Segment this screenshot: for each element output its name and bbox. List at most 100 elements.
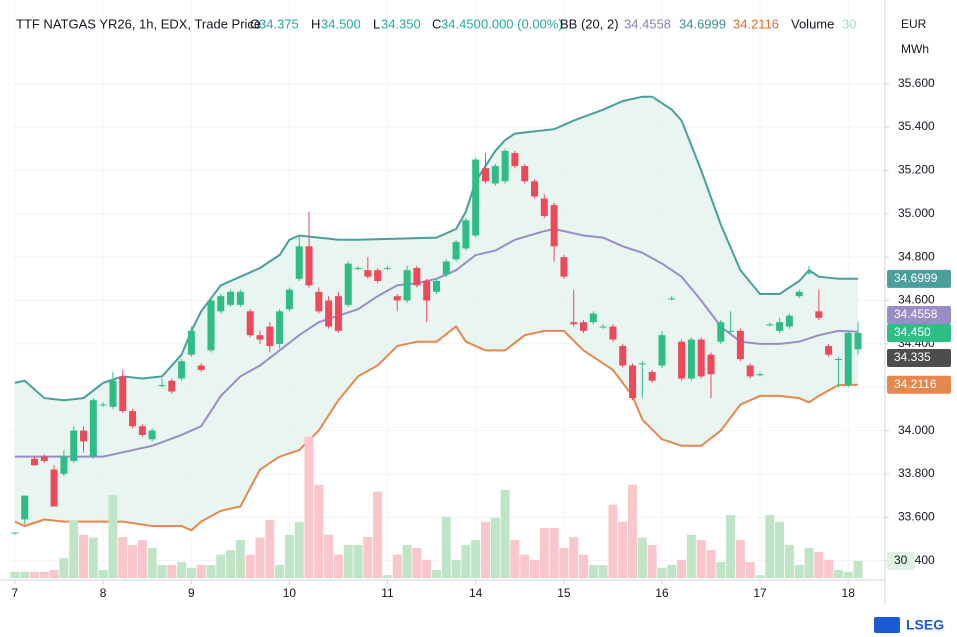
candle-body <box>815 311 823 318</box>
volume-bar <box>59 558 69 578</box>
volume-bar <box>716 562 726 578</box>
candle-body <box>619 346 627 366</box>
candle-body <box>315 291 323 312</box>
y-tick-label: 34.000 <box>898 423 935 437</box>
candle-body <box>609 326 617 340</box>
volume-bar <box>294 521 304 578</box>
volume-bar <box>843 571 853 578</box>
y-tick-label: 34.600 <box>898 293 935 307</box>
volume-bar <box>794 564 804 578</box>
volume-pane <box>10 436 863 578</box>
bb-lower-value: 34.2116 <box>733 16 779 31</box>
volume-bar <box>775 521 785 578</box>
candle-body <box>148 430 156 440</box>
candle-body <box>334 296 342 331</box>
volume-bar <box>196 564 206 578</box>
low-value: 34.350 <box>381 16 421 31</box>
candle-body <box>756 374 764 376</box>
candle-body <box>432 280 440 292</box>
high-value: 34.500 <box>321 16 361 31</box>
volume-bar <box>608 504 618 578</box>
candle-body <box>452 241 460 260</box>
candle-body <box>383 267 391 269</box>
candle-body <box>374 270 382 281</box>
volume-bar <box>353 545 363 578</box>
volume-marker-box <box>887 551 915 570</box>
candle-body <box>285 289 293 310</box>
axes: 33.40033.60033.80034.00034.20034.40034.6… <box>12 76 951 600</box>
candle-body <box>795 291 803 297</box>
candle-body <box>599 326 607 328</box>
volume-bar <box>471 539 481 578</box>
volume-bar <box>628 484 638 578</box>
volume-bar <box>128 545 138 578</box>
y-tick-label: 34.800 <box>898 249 935 263</box>
bb-lower-marker-label: 34.2116 <box>894 377 937 391</box>
volume-bar <box>784 545 794 578</box>
candle-body <box>570 322 578 325</box>
brand: LSEG <box>906 617 944 633</box>
volume-bar <box>824 559 834 578</box>
candles <box>11 148 862 535</box>
candle-body <box>178 361 186 379</box>
candle-body <box>11 532 19 534</box>
volume-bar <box>833 570 843 578</box>
volume-bar <box>314 484 324 578</box>
volume-bar <box>520 554 530 578</box>
candle-body <box>678 341 686 379</box>
volume-bar <box>422 559 432 578</box>
price-marker-box <box>887 348 951 367</box>
volume-bar <box>726 514 736 578</box>
candle-body <box>854 333 862 350</box>
candle-body <box>364 270 372 277</box>
volume-bar <box>559 547 569 578</box>
candle-body <box>736 330 744 360</box>
candle-body <box>89 400 97 457</box>
candle-body <box>462 220 470 249</box>
volume-bar <box>814 551 824 578</box>
volume-bar <box>696 539 706 578</box>
bb-middle-marker-label: 34.4558 <box>894 307 938 321</box>
bb-label: BB (20, 2) <box>560 16 619 31</box>
bb-upper-marker-box <box>887 269 951 288</box>
candle-body <box>805 272 813 274</box>
candle-body <box>746 365 754 377</box>
candle-body <box>776 322 784 331</box>
x-tick-label: 18 <box>842 586 856 600</box>
candle-body <box>129 411 137 427</box>
price-marker-label: 34.335 <box>894 350 931 364</box>
x-tick-label: 11 <box>381 586 394 600</box>
candle-body <box>687 339 695 379</box>
volume-bar <box>167 564 177 578</box>
candle-body <box>246 311 254 336</box>
volume-bar <box>304 436 314 578</box>
bb-lower-marker-box <box>887 375 951 394</box>
volume-bar <box>647 545 657 578</box>
candle-body <box>31 458 39 466</box>
candle-body <box>40 456 48 461</box>
candle-body <box>158 385 166 387</box>
volume-bar <box>500 489 510 578</box>
volume-bar <box>402 545 412 578</box>
candle-body <box>227 291 235 305</box>
volume-bar <box>382 575 392 578</box>
y-tick-label: 33.600 <box>898 509 935 523</box>
volume-bar <box>255 537 265 578</box>
volume-bar <box>98 570 108 578</box>
volume-bar <box>226 550 236 578</box>
y-tick-label: 35.600 <box>898 76 935 90</box>
candle-body <box>325 300 333 327</box>
candle-body <box>844 333 852 386</box>
volume-bar <box>108 495 118 578</box>
volume-bar <box>177 562 187 578</box>
candle-body <box>540 198 548 216</box>
volume-bar <box>324 534 334 578</box>
volume-bar <box>118 537 128 578</box>
candle-body <box>109 380 117 407</box>
candle-body <box>217 296 225 312</box>
volume-bar <box>755 575 765 578</box>
volume-bar <box>804 547 814 578</box>
bollinger <box>14 95 859 532</box>
